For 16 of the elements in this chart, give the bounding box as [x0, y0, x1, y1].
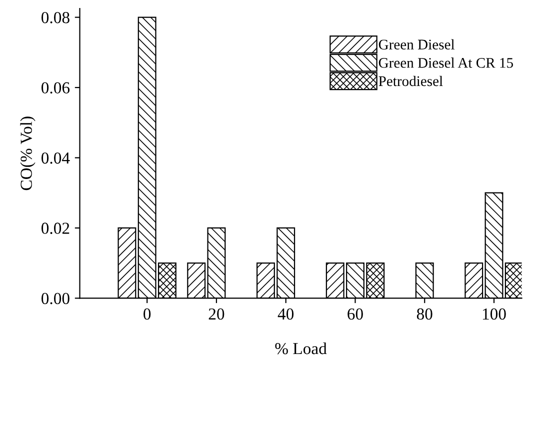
x-tick-label: 80 — [416, 308, 432, 320]
x-tick-label: 60 — [348, 308, 363, 320]
y-tick-label: 0.00 — [42, 292, 70, 304]
y-axis-title: CO(% Vol) — [20, 116, 36, 190]
y-tick-label: 0.06 — [42, 82, 70, 94]
x-tick-label: 40 — [278, 308, 294, 320]
y-tick-label: 0.02 — [42, 222, 70, 234]
x-tick-label: 0 — [144, 308, 151, 320]
legend-label: Green Diesel — [378, 39, 455, 50]
y-tick-label: 0.04 — [42, 152, 70, 164]
y-tick-label: 0.08 — [42, 12, 70, 24]
x-axis-title: % Load — [275, 342, 327, 354]
x-tick-label: 20 — [208, 308, 224, 320]
legend-label: Green Diesel At CR 15 — [378, 58, 513, 68]
x-tick-label: 100 — [482, 308, 506, 320]
legend-label: Petrodiesel — [378, 76, 443, 86]
